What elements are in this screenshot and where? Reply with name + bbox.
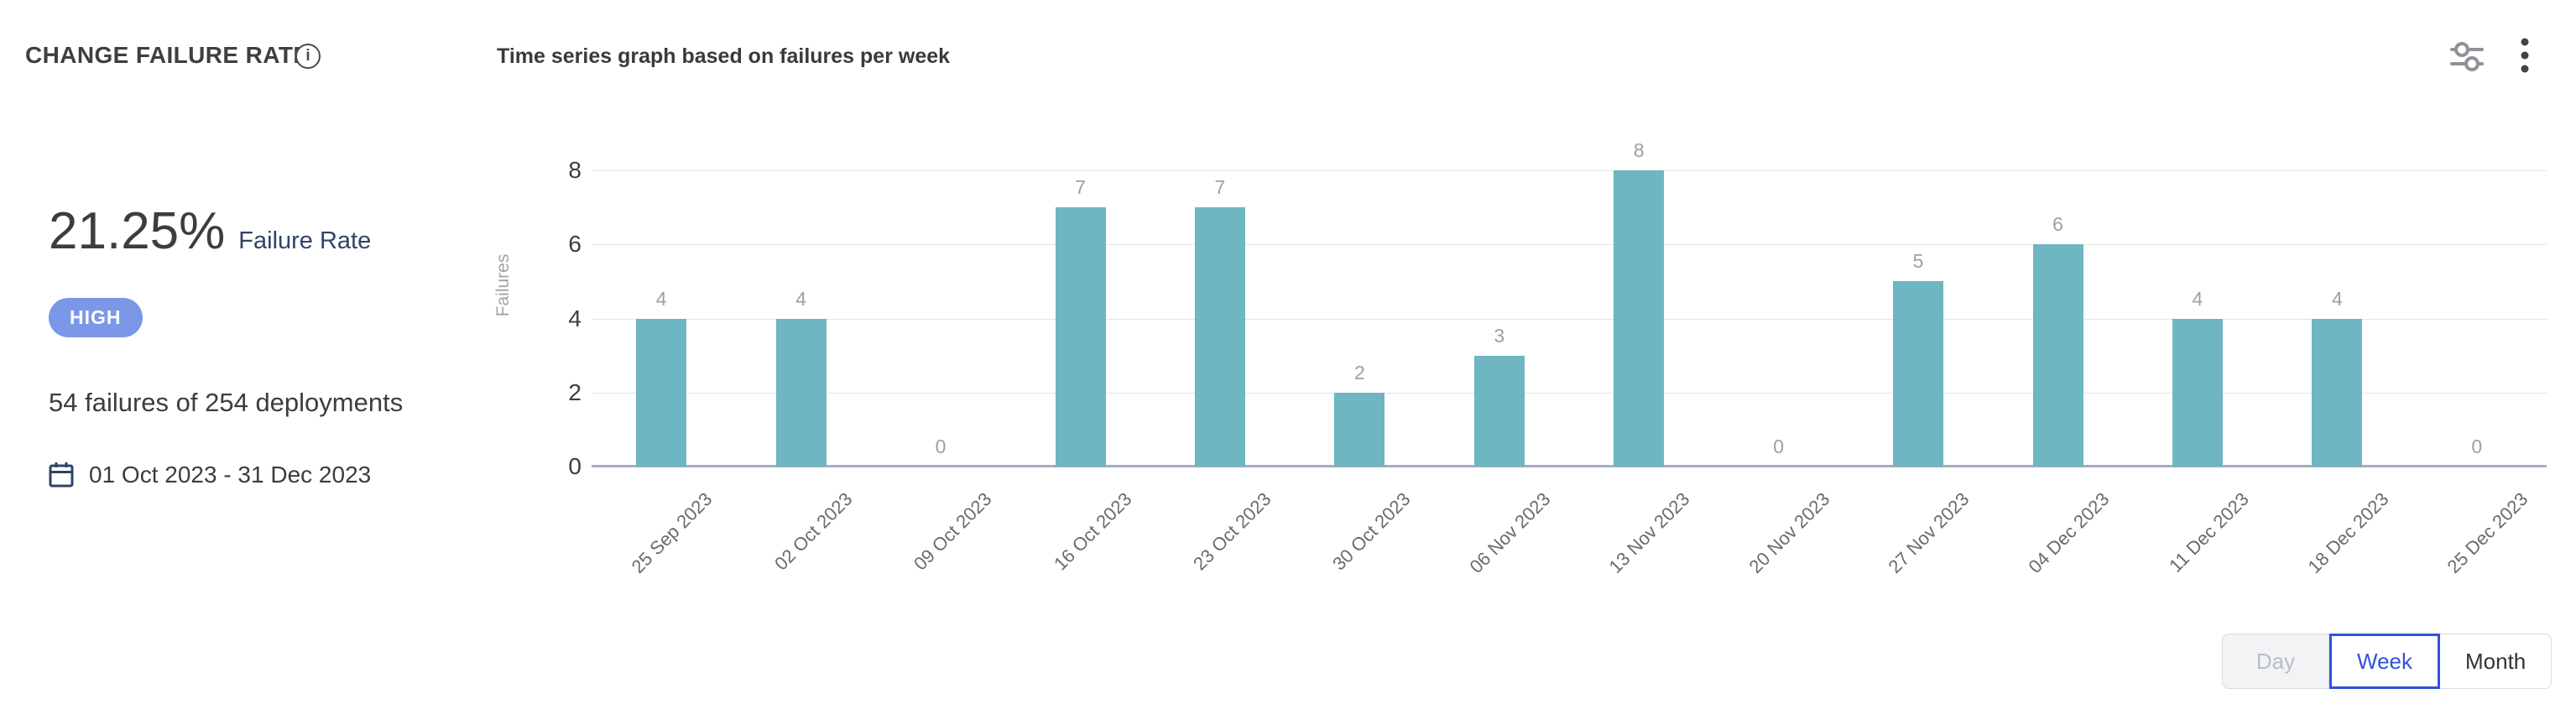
bar[interactable] [2312,318,2363,467]
bar[interactable] [636,318,687,467]
failure-rate-label: Failure Rate [238,227,372,254]
x-tick-label: 04 Dec 2023 [2024,488,2114,577]
bar-value-label: 7 [1214,176,1226,199]
settings-sliders-icon[interactable] [2449,38,2485,73]
gridline [592,392,2547,394]
bar-value-label: 4 [655,287,667,310]
bar[interactable] [2172,318,2223,467]
bar-value-label: 6 [2052,213,2063,236]
header-actions [2449,37,2530,74]
bar-value-label: 0 [2471,436,2483,457]
info-icon[interactable]: i [295,44,321,69]
y-tick-label: 4 [568,305,581,331]
x-tick-label: 06 Nov 2023 [1465,488,1555,577]
gridline [592,170,2547,171]
x-tick-label: 11 Dec 2023 [2164,488,2253,577]
y-axis-ticks: 0 2 4 6 8 [482,159,581,478]
toggle-day-button[interactable]: Day [2222,634,2329,689]
toggle-week-button[interactable]: Week [2329,634,2440,689]
bar-value-label: 4 [795,287,807,310]
x-tick-label: 20 Nov 2023 [1744,488,1834,577]
x-tick-label: 30 Oct 2023 [1328,488,1416,575]
bar-value-label: 0 [935,436,946,457]
failure-rate-value: 21.25% [49,202,226,260]
bar-chart-plot: 4 25 Sep 2023 4 02 Oct 2023 0 09 Oct 2023 7 16 … [592,139,2547,577]
granularity-toggle: Day Week Month [2222,634,2553,689]
bar-value-label: 3 [1494,324,1505,347]
status-badge: HIGH [49,298,143,337]
bar[interactable] [1893,281,1944,467]
x-tick-label: 09 Oct 2023 [910,488,996,575]
calendar-icon [49,462,74,488]
date-range-picker[interactable]: 01 Oct 2023 - 31 Dec 2023 [49,462,508,488]
bar-value-label: 4 [2192,287,2203,310]
bar[interactable] [1614,170,1665,467]
y-tick-label: 8 [568,157,581,183]
bar[interactable] [775,318,827,467]
y-tick-label: 2 [568,378,581,405]
x-tick-label: 18 Dec 2023 [2303,488,2393,577]
x-tick-label: 25 Dec 2023 [2443,488,2532,577]
x-tick-label: 16 Oct 2023 [1049,488,1136,575]
bar-value-label: 5 [1912,250,1924,273]
x-tick-label: 23 Oct 2023 [1189,488,1275,575]
bar-value-label: 0 [1773,436,1785,457]
bar[interactable] [2032,244,2083,467]
x-tick-label: 13 Nov 2023 [1604,488,1694,577]
y-tick-label: 0 [568,453,581,479]
gridline [592,244,2547,246]
toggle-month-button[interactable]: Month [2440,634,2553,689]
bar[interactable] [1194,207,1245,467]
x-tick-label: 25 Sep 2023 [627,488,717,577]
failures-summary: 54 failures of 254 deployments [49,388,404,417]
bar[interactable] [1473,355,1525,467]
bar-value-label: 2 [1353,361,1365,383]
gridline [592,318,2547,320]
y-tick-label: 6 [568,231,581,258]
page-title: CHANGE FAILURE RATE [25,42,310,68]
x-axis-line [592,465,2547,467]
kebab-menu-icon[interactable] [2520,37,2530,74]
bar[interactable] [1334,392,1385,467]
date-range-text: 01 Oct 2023 - 31 Dec 2023 [89,462,372,488]
bar-value-label: 4 [2331,287,2343,310]
bar[interactable] [1055,207,1106,467]
bar-value-label: 8 [1633,139,1645,161]
chart-subtitle: Time series graph based on failures per … [497,44,951,68]
bar-value-label: 7 [1075,176,1086,199]
x-tick-label: 02 Oct 2023 [769,488,857,575]
stats-panel: 21.25% Failure Rate HIGH 54 failures of … [49,201,508,488]
x-tick-label: 27 Nov 2023 [1884,488,1974,577]
